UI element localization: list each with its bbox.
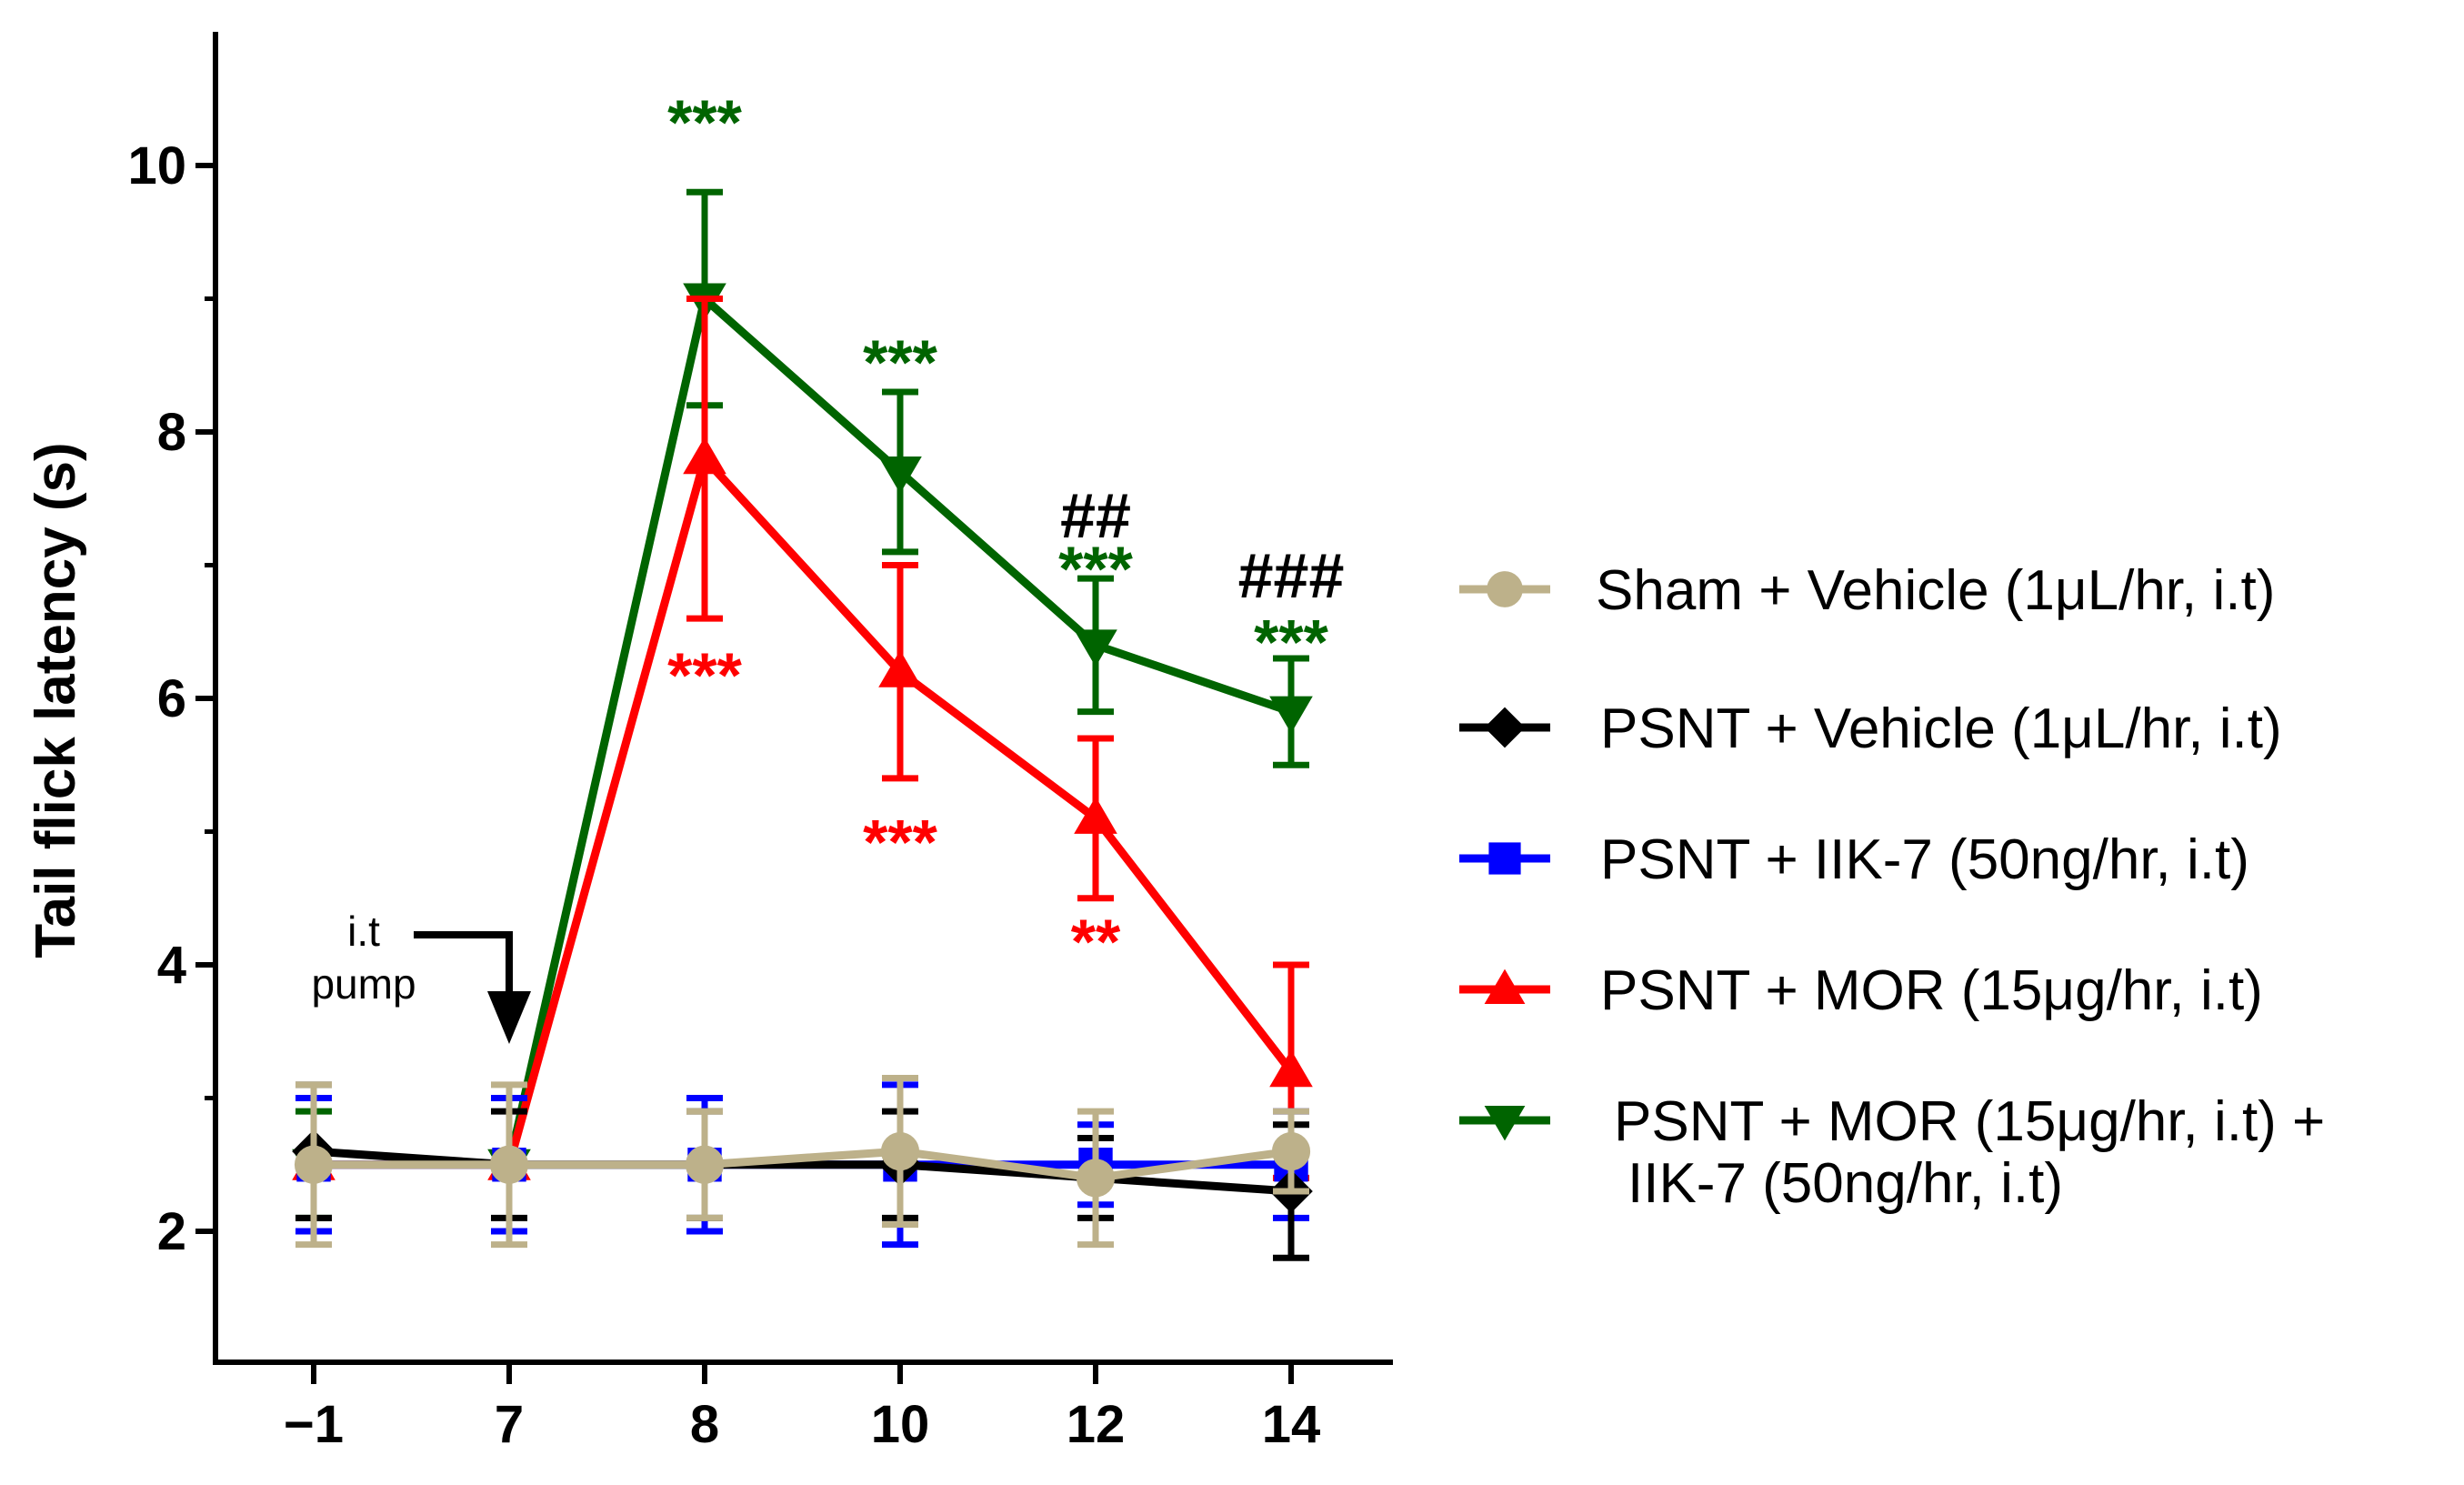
legend-label: PSNT + MOR (15μg/hr, i.t) + [1614, 1090, 2325, 1153]
y-tick-label: 6 [157, 669, 186, 728]
significance-marker: *** [1254, 607, 1328, 677]
significance-marker: *** [863, 326, 937, 397]
legend-label: Sham + Vehicle (1μL/hr, i.t) [1596, 559, 2275, 622]
data-point [1484, 968, 1526, 1004]
y-axis-title: Tail flick latency (s) [25, 442, 87, 958]
axes [195, 32, 1393, 1384]
significance-marker: *** [667, 640, 742, 711]
data-point [1074, 797, 1117, 834]
data-point [1269, 1049, 1313, 1088]
series-line [314, 295, 1293, 1169]
x-tick-label: 7 [495, 1395, 524, 1454]
data-point [1484, 707, 1526, 748]
y-tick-label: 2 [157, 1202, 186, 1261]
arrow-shaft [414, 931, 513, 998]
data-point [683, 436, 726, 475]
data-point [294, 1145, 334, 1184]
x-tick-label: 10 [871, 1395, 930, 1454]
x-tick-label: 12 [1067, 1395, 1126, 1454]
significance-marker: ### [1238, 540, 1345, 611]
data-point [878, 649, 922, 687]
data-point [1484, 1106, 1526, 1141]
x-tick-label: 8 [690, 1395, 719, 1454]
legend-label: PSNT + Vehicle (1μL/hr, i.t) [1600, 697, 2282, 760]
legend-entry-4: PSNT + MOR (15μg/hr, i.t) +IIK-7 (50ng/h… [1459, 1090, 2325, 1215]
x-tick-label: 14 [1262, 1395, 1321, 1454]
series-line [314, 1147, 1292, 1182]
data-point [685, 1145, 725, 1184]
significance-marker: *** [667, 87, 742, 158]
arrow-label-line2: pump [311, 960, 416, 1008]
significance-marker: *** [1058, 534, 1133, 605]
significance-marker: ## [1060, 480, 1131, 551]
legend-label: PSNT + IIK-7 (50ng/hr, i.t) [1600, 828, 2249, 891]
pump-arrow-annotation: i.t pump [311, 908, 531, 1044]
legend-entry-0: Sham + Vehicle (1μL/hr, i.t) [1459, 559, 2275, 622]
series-4 [292, 188, 1313, 1235]
significance-annotations: ************##*****###*** [667, 87, 1344, 978]
y-tick-label: 10 [127, 136, 186, 196]
y-tick-label: 4 [157, 936, 186, 995]
x-tick-label: −1 [284, 1395, 344, 1454]
series-line [314, 454, 1295, 1169]
legend: Sham + Vehicle (1μL/hr, i.t) PSNT + Vehic… [1459, 559, 2325, 1215]
legend-entry-1: PSNT + Vehicle (1μL/hr, i.t) [1459, 697, 2282, 760]
legend-label: PSNT + MOR (15μg/hr, i.t) [1600, 959, 2263, 1022]
data-point [1271, 1132, 1311, 1171]
tick-labels: 2 4 6 8 10 −1 7 8 10 12 14 [127, 136, 1320, 1454]
y-tick-label: 8 [157, 403, 186, 462]
series-3 [292, 296, 1313, 1235]
data-point [880, 1132, 920, 1171]
data-point [1074, 629, 1117, 667]
data-point [1487, 571, 1523, 607]
data-point [1488, 842, 1521, 875]
legend-entry-2: PSNT + IIK-7 (50ng/hr, i.t) [1459, 828, 2249, 891]
data-point [1269, 696, 1313, 734]
data-point [489, 1145, 529, 1184]
legend-entry-3: PSNT + MOR (15μg/hr, i.t) [1459, 959, 2263, 1022]
significance-marker: *** [863, 807, 937, 878]
significance-marker: ** [1071, 907, 1121, 978]
data-point [1076, 1159, 1116, 1198]
arrow-label-line1: i.t [347, 908, 380, 955]
series-group [292, 188, 1313, 1261]
data-point [878, 456, 922, 494]
legend-label-line2: IIK-7 (50ng/hr, i.t) [1628, 1152, 2063, 1215]
series-0 [294, 1075, 1311, 1249]
arrow-head [487, 991, 531, 1044]
